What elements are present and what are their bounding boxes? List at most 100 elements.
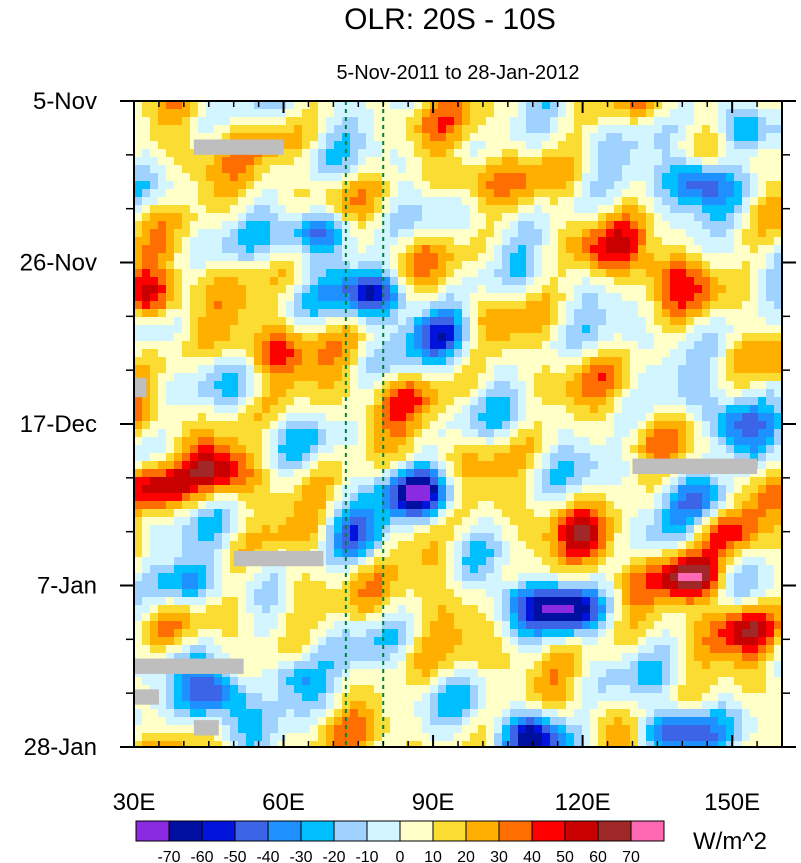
field-cell	[558, 237, 567, 246]
field-cell	[182, 469, 191, 478]
field-cell	[150, 125, 159, 134]
field-cell	[446, 157, 455, 166]
field-cell	[494, 237, 503, 246]
field-cell	[366, 117, 375, 126]
field-cell	[766, 397, 775, 406]
field-cell	[590, 429, 599, 438]
field-cell	[222, 405, 231, 414]
field-cell	[190, 309, 199, 318]
field-cell	[702, 141, 711, 150]
field-cell	[518, 533, 527, 542]
field-cell	[230, 189, 239, 198]
field-cell	[310, 461, 319, 470]
field-cell	[390, 141, 399, 150]
field-cell	[550, 189, 559, 198]
field-cell	[494, 549, 503, 558]
field-cell	[678, 269, 687, 278]
field-cell	[526, 413, 535, 422]
field-cell	[214, 229, 223, 238]
field-cell	[302, 365, 311, 374]
field-cell	[342, 269, 351, 278]
field-cell	[318, 453, 327, 462]
field-cell	[334, 349, 343, 358]
field-cell	[318, 437, 327, 446]
field-cell	[702, 133, 711, 142]
field-cell	[390, 365, 399, 374]
field-cell	[150, 557, 159, 566]
field-cell	[566, 261, 575, 270]
field-cell	[318, 365, 327, 374]
field-cell	[430, 293, 439, 302]
field-cell	[718, 285, 727, 294]
field-cell	[622, 389, 631, 398]
field-cell	[542, 413, 551, 422]
field-cell	[414, 101, 423, 110]
field-cell	[182, 373, 191, 382]
field-cell	[702, 157, 711, 166]
field-cell	[310, 349, 319, 358]
field-cell	[358, 133, 367, 142]
field-cell	[686, 101, 695, 110]
field-cell	[750, 205, 759, 214]
field-cell	[614, 205, 623, 214]
field-cell	[206, 573, 215, 582]
field-cell	[414, 565, 423, 574]
field-cell	[422, 333, 431, 342]
field-cell	[766, 381, 775, 390]
field-cell	[302, 389, 311, 398]
field-cell	[470, 325, 479, 334]
field-cell	[158, 141, 167, 150]
field-cell	[142, 501, 151, 510]
field-cell	[134, 557, 143, 566]
field-cell	[718, 269, 727, 278]
field-cell	[438, 477, 447, 486]
field-cell	[262, 173, 271, 182]
field-cell	[542, 221, 551, 230]
field-cell	[582, 477, 591, 486]
field-cell	[422, 149, 431, 158]
field-cell	[766, 573, 775, 582]
field-cell	[262, 189, 271, 198]
field-cell	[262, 277, 271, 286]
field-cell	[414, 509, 423, 518]
field-cell	[430, 205, 439, 214]
field-cell	[366, 525, 375, 534]
field-cell	[438, 165, 447, 174]
field-cell	[614, 381, 623, 390]
field-cell	[326, 269, 335, 278]
field-cell	[142, 221, 151, 230]
field-cell	[654, 117, 663, 126]
field-cell	[654, 285, 663, 294]
field-cell	[502, 189, 511, 198]
field-cell	[566, 149, 575, 158]
field-cell	[494, 245, 503, 254]
field-cell	[558, 525, 567, 534]
field-cell	[694, 293, 703, 302]
field-cell	[702, 109, 711, 118]
field-cell	[598, 205, 607, 214]
field-cell	[430, 581, 439, 590]
field-cell	[710, 429, 719, 438]
field-cell	[366, 293, 375, 302]
field-cell	[326, 333, 335, 342]
field-cell	[406, 541, 415, 550]
field-cell	[334, 357, 343, 366]
field-cell	[686, 445, 695, 454]
field-cell	[590, 501, 599, 510]
field-cell	[774, 157, 782, 166]
field-cell	[662, 341, 671, 350]
field-cell	[742, 349, 751, 358]
field-cell	[198, 365, 207, 374]
field-cell	[398, 237, 407, 246]
field-cell	[358, 269, 367, 278]
field-cell	[470, 333, 479, 342]
field-cell	[614, 429, 623, 438]
field-cell	[158, 285, 167, 294]
field-cell	[662, 413, 671, 422]
field-cell	[406, 309, 415, 318]
field-cell	[342, 365, 351, 374]
field-cell	[766, 317, 775, 326]
field-cell	[686, 301, 695, 310]
field-cell	[774, 565, 782, 574]
field-cell	[174, 525, 183, 534]
